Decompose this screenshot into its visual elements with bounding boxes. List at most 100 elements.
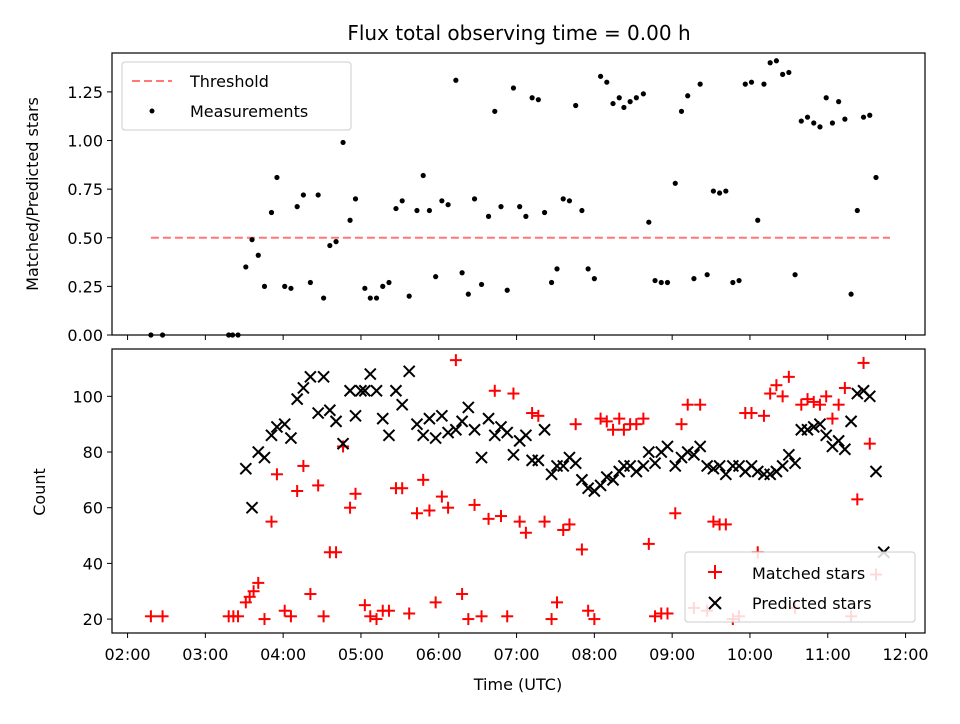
measurement-point bbox=[585, 266, 591, 272]
top-y-ticks: 0.00 0.25 0.50 0.75 1.00 1.25 bbox=[67, 83, 112, 345]
measurement-point bbox=[792, 272, 798, 278]
measurement-point bbox=[678, 108, 685, 114]
matched-star-point bbox=[330, 546, 343, 559]
predicted-star-point bbox=[395, 398, 409, 411]
matched-star-point bbox=[423, 504, 436, 517]
matched-star-point bbox=[642, 537, 655, 550]
matched-star-point bbox=[600, 415, 613, 428]
measurement-point bbox=[566, 198, 573, 204]
top-y-axis-label: Matched/Predicted stars bbox=[23, 97, 42, 291]
predicted-star-point bbox=[648, 456, 662, 470]
predicted-star-point bbox=[606, 473, 620, 487]
matched-star-point bbox=[494, 510, 507, 523]
predicted-star-point bbox=[782, 448, 796, 462]
predicted-star-point bbox=[290, 392, 304, 406]
measurement-point bbox=[274, 174, 280, 181]
matched-star-point bbox=[156, 610, 169, 623]
matched-star-point bbox=[551, 596, 564, 609]
measurement-point bbox=[529, 95, 535, 101]
predicted-star-point bbox=[507, 448, 520, 462]
matched-star-point bbox=[270, 468, 283, 481]
bottom-y-tick-label: 100 bbox=[72, 387, 103, 406]
predicted-star-point bbox=[569, 456, 582, 470]
matched-star-point bbox=[482, 512, 495, 525]
predicted-star-point bbox=[557, 459, 570, 473]
measurement-point bbox=[439, 198, 445, 204]
measurement-point bbox=[640, 91, 646, 97]
predicted-star-point bbox=[630, 465, 643, 478]
measurement-point bbox=[736, 277, 742, 284]
predicted-star-point bbox=[364, 367, 377, 381]
measurement-point bbox=[773, 58, 780, 64]
matched-star-point bbox=[575, 543, 588, 556]
predicted-star-point bbox=[475, 451, 488, 464]
matched-star-point bbox=[429, 596, 442, 609]
predicted-star-point bbox=[265, 429, 278, 442]
predicted-star-point bbox=[382, 429, 396, 442]
x-tick-label: 09:00 bbox=[649, 645, 695, 664]
predicted-star-point bbox=[838, 443, 852, 456]
matched-star-point bbox=[284, 610, 297, 623]
matched-star-point bbox=[519, 526, 532, 539]
predicted-star-point bbox=[851, 387, 864, 400]
predicted-star-point bbox=[713, 459, 726, 473]
matched-star-point bbox=[538, 515, 551, 528]
predicted-star-point bbox=[801, 423, 814, 436]
predicted-star-point bbox=[863, 390, 876, 403]
measurement-point bbox=[268, 209, 275, 216]
matched-star-point bbox=[265, 515, 278, 528]
predicted-star-point bbox=[358, 384, 372, 397]
predicted-star-point bbox=[435, 409, 449, 423]
measurement-point bbox=[672, 180, 678, 186]
measurement-point bbox=[478, 281, 485, 288]
predicted-star-point bbox=[844, 415, 858, 428]
top-y-tick-label: 1.00 bbox=[67, 132, 103, 151]
bottom-x-ticks: 02:00 03:00 04:00 05:00 06:00 07:00 08:00 09:00… bbox=[105, 633, 929, 664]
measurement-point bbox=[780, 71, 786, 77]
predicted-star-point bbox=[575, 473, 589, 487]
matched-star-point bbox=[569, 418, 582, 431]
matched-star-point bbox=[513, 515, 526, 528]
top-y-tick-label: 1.25 bbox=[67, 83, 103, 102]
measurement-point bbox=[367, 295, 373, 301]
predicted-star-point bbox=[869, 465, 883, 478]
bottom-y-tick-label: 60 bbox=[83, 499, 103, 518]
measurement-point bbox=[548, 279, 555, 286]
predicted-star-point bbox=[304, 370, 317, 384]
measurement-point bbox=[406, 293, 412, 299]
measurement-point bbox=[541, 209, 548, 216]
predicted-star-point bbox=[370, 384, 383, 397]
predicted-star-point bbox=[707, 462, 720, 475]
matched-star-point bbox=[312, 479, 325, 492]
predicted-star-point bbox=[581, 482, 595, 495]
top-legend: Threshold Measurements bbox=[121, 61, 352, 131]
bottom-plot-area bbox=[144, 354, 890, 626]
predicted-star-point bbox=[449, 423, 463, 436]
top-y-tick-label: 0.50 bbox=[67, 229, 103, 248]
matched-star-point bbox=[782, 370, 795, 383]
matched-star-point bbox=[563, 518, 576, 531]
matched-star-point bbox=[649, 610, 662, 623]
measurement-point bbox=[597, 73, 604, 79]
matched-star-point bbox=[851, 493, 864, 506]
predicted-star-point bbox=[441, 426, 455, 439]
top-plot-area bbox=[148, 58, 890, 338]
legend-matched-label: Matched stars bbox=[752, 564, 865, 583]
matched-star-point bbox=[417, 473, 430, 486]
measurement-point bbox=[333, 239, 339, 245]
matched-star-point bbox=[607, 423, 620, 436]
legend-matched-swatch bbox=[708, 565, 722, 579]
predicted-star-point bbox=[429, 431, 442, 445]
predicted-star-point bbox=[278, 417, 291, 431]
measurement-point bbox=[393, 205, 399, 212]
measurement-point bbox=[347, 217, 353, 223]
predicted-star-point bbox=[455, 415, 469, 428]
matched-star-point bbox=[681, 398, 694, 411]
measurement-point bbox=[459, 270, 465, 276]
matched-star-point bbox=[501, 610, 514, 623]
bottom-legend: Matched stars Predicted stars bbox=[684, 551, 916, 623]
matched-star-point bbox=[757, 409, 770, 422]
predicted-star-point bbox=[501, 426, 514, 439]
measurement-point bbox=[315, 192, 321, 198]
measurement-point bbox=[842, 116, 848, 122]
